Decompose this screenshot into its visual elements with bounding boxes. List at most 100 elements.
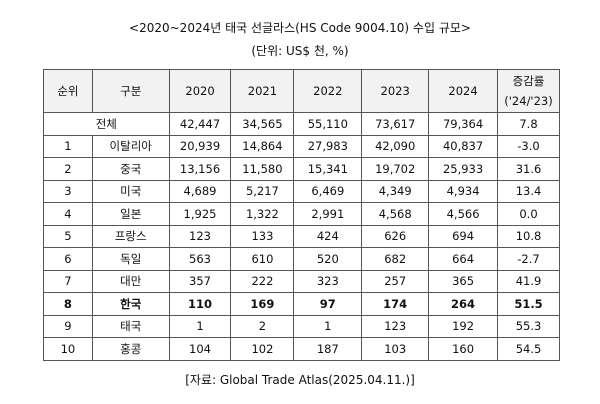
- value-cell: 97: [293, 292, 363, 316]
- total-value: 73,617: [361, 112, 430, 136]
- value-cell: 323: [293, 269, 363, 293]
- header-2022: 2022: [293, 69, 363, 113]
- header-2021: 2021: [230, 69, 295, 113]
- value-cell: 610: [230, 247, 295, 271]
- rank-cell: 7: [43, 269, 93, 293]
- value-cell: 10.8: [497, 224, 560, 248]
- rank-cell: 9: [43, 314, 93, 338]
- source-note: [자료: Global Trade Atlas(2025.04.11.)]: [185, 373, 415, 387]
- country-cell: 대만: [91, 269, 170, 293]
- table-row: 2 중국 13,156 11,580 15,341 19,702 25,933 31.6: [43, 157, 560, 181]
- country-cell: 일본: [91, 202, 170, 226]
- table-row: 4 일본 1,925 1,322 2,991 4,568 4,566 0.0: [43, 202, 560, 226]
- value-cell: 103: [361, 337, 430, 361]
- table-row: 10 홍콩 104 102 187 103 160 54.5: [43, 337, 560, 361]
- value-cell: 41.9: [497, 269, 560, 293]
- value-cell: 42,090: [361, 134, 430, 158]
- value-cell: 110: [168, 292, 232, 316]
- value-cell: 169: [230, 292, 295, 316]
- rank-cell: 4: [43, 202, 93, 226]
- header-2024: 2024: [428, 69, 498, 113]
- value-cell: 160: [428, 337, 498, 361]
- value-cell: 187: [293, 337, 363, 361]
- header-row: 순위 구분 2020 2021 2022 2023 2024 증감률 ('24/'…: [43, 69, 560, 113]
- value-cell: 55.3: [497, 314, 560, 338]
- value-cell: 25,933: [428, 157, 498, 181]
- value-cell: 5,217: [230, 179, 295, 203]
- value-cell: 27,983: [293, 134, 363, 158]
- value-cell: 4,566: [428, 202, 498, 226]
- value-cell: 123: [361, 314, 430, 338]
- rank-cell: 2: [43, 157, 93, 181]
- value-cell: 520: [293, 247, 363, 271]
- country-cell: 이탈리아: [91, 134, 170, 158]
- unit-label: (단위: US$ 천, %): [251, 44, 349, 58]
- country-cell: 홍콩: [91, 337, 170, 361]
- import-table: 순위 구분 2020 2021 2022 2023 2024 증감률 ('24/'…: [43, 69, 560, 361]
- value-cell: 257: [361, 269, 430, 293]
- table-row: 7 대만 357 222 323 257 365 41.9: [43, 269, 560, 293]
- rank-cell: 8: [43, 292, 93, 316]
- table-row: 8 한국 110 169 97 174 264 51.5: [43, 292, 560, 316]
- header-2023: 2023: [361, 69, 430, 113]
- total-value: 55,110: [293, 112, 363, 136]
- value-cell: 694: [428, 224, 498, 248]
- value-cell: 563: [168, 247, 232, 271]
- value-cell: 54.5: [497, 337, 560, 361]
- value-cell: 1,322: [230, 202, 295, 226]
- header-rank: 순위: [43, 69, 93, 113]
- value-cell: 15,341: [293, 157, 363, 181]
- value-cell: 4,689: [168, 179, 232, 203]
- value-cell: 4,934: [428, 179, 498, 203]
- total-row: 전체 42,447 34,565 55,110 73,617 79,364 7.…: [43, 112, 560, 136]
- country-cell: 태국: [91, 314, 170, 338]
- header-change-period: ('24/'23): [504, 94, 553, 108]
- total-label: 전체: [43, 112, 170, 136]
- header-change-rate: 증감률 ('24/'23): [497, 69, 560, 113]
- rank-cell: 6: [43, 247, 93, 271]
- value-cell: 102: [230, 337, 295, 361]
- value-cell: 13.4: [497, 179, 560, 203]
- value-cell: 192: [428, 314, 498, 338]
- value-cell: 51.5: [497, 292, 560, 316]
- value-cell: 123: [168, 224, 232, 248]
- country-cell: 한국: [91, 292, 170, 316]
- country-cell: 중국: [91, 157, 170, 181]
- header-category: 구분: [91, 69, 170, 113]
- value-cell: 11,580: [230, 157, 295, 181]
- table-row: 9 태국 1 2 1 123 192 55.3: [43, 314, 560, 338]
- total-value: 34,565: [230, 112, 295, 136]
- value-cell: 1: [293, 314, 363, 338]
- value-cell: 222: [230, 269, 295, 293]
- value-cell: 19,702: [361, 157, 430, 181]
- table-row: 3 미국 4,689 5,217 6,469 4,349 4,934 13.4: [43, 179, 560, 203]
- value-cell: 20,939: [168, 134, 232, 158]
- value-cell: -3.0: [497, 134, 560, 158]
- value-cell: 0.0: [497, 202, 560, 226]
- value-cell: 133: [230, 224, 295, 248]
- table-row: 1 이탈리아 20,939 14,864 27,983 42,090 40,837 -3.0: [43, 134, 560, 158]
- value-cell: 4,349: [361, 179, 430, 203]
- rank-cell: 3: [43, 179, 93, 203]
- country-cell: 미국: [91, 179, 170, 203]
- value-cell: 40,837: [428, 134, 498, 158]
- value-cell: 626: [361, 224, 430, 248]
- value-cell: 664: [428, 247, 498, 271]
- value-cell: 2,991: [293, 202, 363, 226]
- table-row: 6 독일 563 610 520 682 664 -2.7: [43, 247, 560, 271]
- value-cell: 424: [293, 224, 363, 248]
- header-2020: 2020: [168, 69, 232, 113]
- value-cell: 31.6: [497, 157, 560, 181]
- rank-cell: 10: [43, 337, 93, 361]
- value-cell: 1,925: [168, 202, 232, 226]
- value-cell: 13,156: [168, 157, 232, 181]
- value-cell: 1: [168, 314, 232, 338]
- header-change-label: 증감률: [512, 74, 545, 88]
- value-cell: -2.7: [497, 247, 560, 271]
- value-cell: 682: [361, 247, 430, 271]
- table-row: 5 프랑스 123 133 424 626 694 10.8: [43, 224, 560, 248]
- value-cell: 174: [361, 292, 430, 316]
- value-cell: 6,469: [293, 179, 363, 203]
- value-cell: 264: [428, 292, 498, 316]
- rank-cell: 1: [43, 134, 93, 158]
